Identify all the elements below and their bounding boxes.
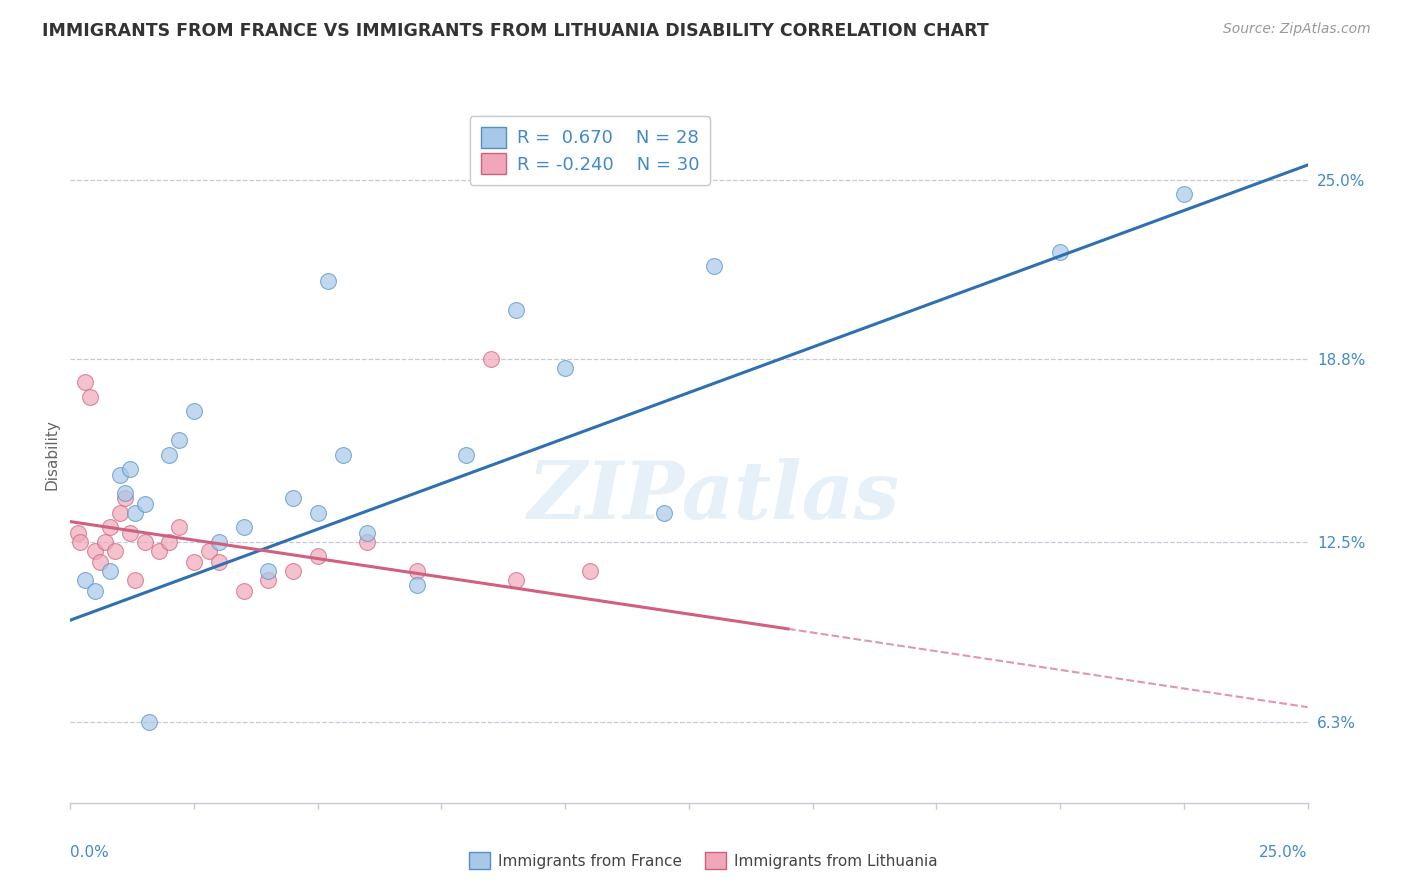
Point (208, 555, 231, 569)
Point (776, 810, 799, 824)
Point (157, 534, 180, 549)
Point (479, 352, 502, 367)
Point (307, 549, 329, 564)
Point (98, 564, 121, 578)
Text: Source: ZipAtlas.com: Source: ZipAtlas.com (1223, 22, 1371, 37)
Point (69, 534, 91, 549)
Point (108, 468, 131, 483)
Point (124, 573, 146, 587)
Point (75, 573, 97, 587)
Point (75, 376, 97, 390)
Point (118, 462, 141, 476)
Y-axis label: Disability: Disability (44, 419, 59, 491)
Point (579, 564, 602, 578)
Point (89, 555, 111, 569)
Point (134, 534, 156, 549)
Point (232, 520, 254, 534)
Point (307, 506, 329, 520)
Point (98, 520, 121, 534)
Text: 0.0%: 0.0% (70, 845, 110, 860)
Point (316, 274, 339, 288)
Point (108, 506, 131, 520)
Text: IMMIGRANTS FROM FRANCE VS IMMIGRANTS FROM LITHUANIA DISABILITY CORRELATION CHART: IMMIGRANTS FROM FRANCE VS IMMIGRANTS FRO… (42, 22, 988, 40)
Point (505, 303, 527, 318)
Point (84, 584, 107, 599)
Point (104, 543, 127, 558)
Point (198, 543, 221, 558)
Point (114, 491, 136, 506)
Point (257, 573, 280, 587)
Point (281, 491, 304, 506)
Point (114, 485, 136, 500)
Legend: Immigrants from France, Immigrants from Lithuania: Immigrants from France, Immigrants from … (463, 846, 943, 875)
Text: ZIPatlas: ZIPatlas (527, 458, 900, 535)
Point (66, 526, 89, 541)
Point (208, 534, 231, 549)
Point (134, 497, 156, 511)
Point (84, 543, 107, 558)
Point (118, 526, 141, 541)
Point (505, 573, 527, 587)
Point (1049, 244, 1071, 259)
Legend: R =  0.670    N = 28, R = -0.240    N = 30: R = 0.670 N = 28, R = -0.240 N = 30 (470, 116, 710, 185)
Point (652, 506, 675, 520)
Point (257, 564, 280, 578)
Text: 25.0%: 25.0% (1260, 845, 1308, 860)
Point (94, 534, 117, 549)
Point (167, 434, 190, 448)
Point (232, 584, 254, 599)
Point (554, 361, 576, 376)
Point (79, 390, 101, 404)
Point (356, 534, 378, 549)
Point (183, 555, 205, 569)
Point (332, 448, 354, 462)
Point (703, 260, 725, 274)
Point (148, 543, 170, 558)
Point (124, 506, 146, 520)
Point (167, 520, 190, 534)
Point (356, 526, 378, 541)
Point (138, 714, 160, 729)
Point (281, 564, 304, 578)
Point (1173, 187, 1195, 202)
Point (157, 448, 180, 462)
Point (405, 564, 427, 578)
Point (183, 404, 205, 418)
Point (456, 448, 478, 462)
Point (405, 578, 427, 592)
